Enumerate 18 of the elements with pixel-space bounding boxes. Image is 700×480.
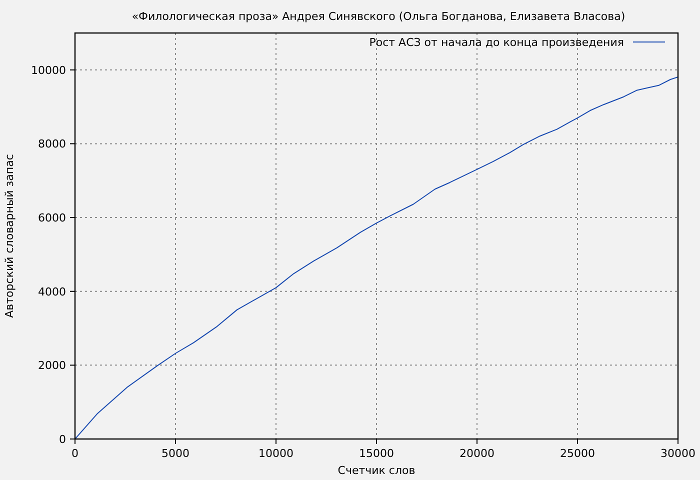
y-tick-label: 4000 (38, 285, 66, 298)
y-tick-label: 10000 (31, 64, 66, 77)
x-tick-label: 5000 (162, 447, 190, 460)
x-axis-title: Счетчик слов (338, 464, 416, 477)
y-tick-label: 2000 (38, 359, 66, 372)
x-tick-label: 25000 (560, 447, 595, 460)
x-tick-label: 20000 (460, 447, 494, 460)
line-series (75, 76, 678, 439)
x-tick-label: 0 (72, 447, 78, 460)
x-tick-label: 10000 (258, 447, 294, 460)
y-axis-title: Авторский словарный запас (3, 154, 16, 318)
x-tick-label: 30000 (660, 447, 696, 460)
y-tick-label: 8000 (38, 138, 66, 151)
y-tick-label: 0 (59, 433, 66, 446)
chart-title: «Филологическая проза» Андрея Синявского (Ольга Богданова, Елизавета Власова) (132, 10, 626, 23)
y-tick-label: 6000 (38, 212, 66, 225)
legend-label: Рост АСЗ от начала до конца произведения (369, 36, 624, 49)
x-tick-label: 15000 (359, 447, 394, 460)
